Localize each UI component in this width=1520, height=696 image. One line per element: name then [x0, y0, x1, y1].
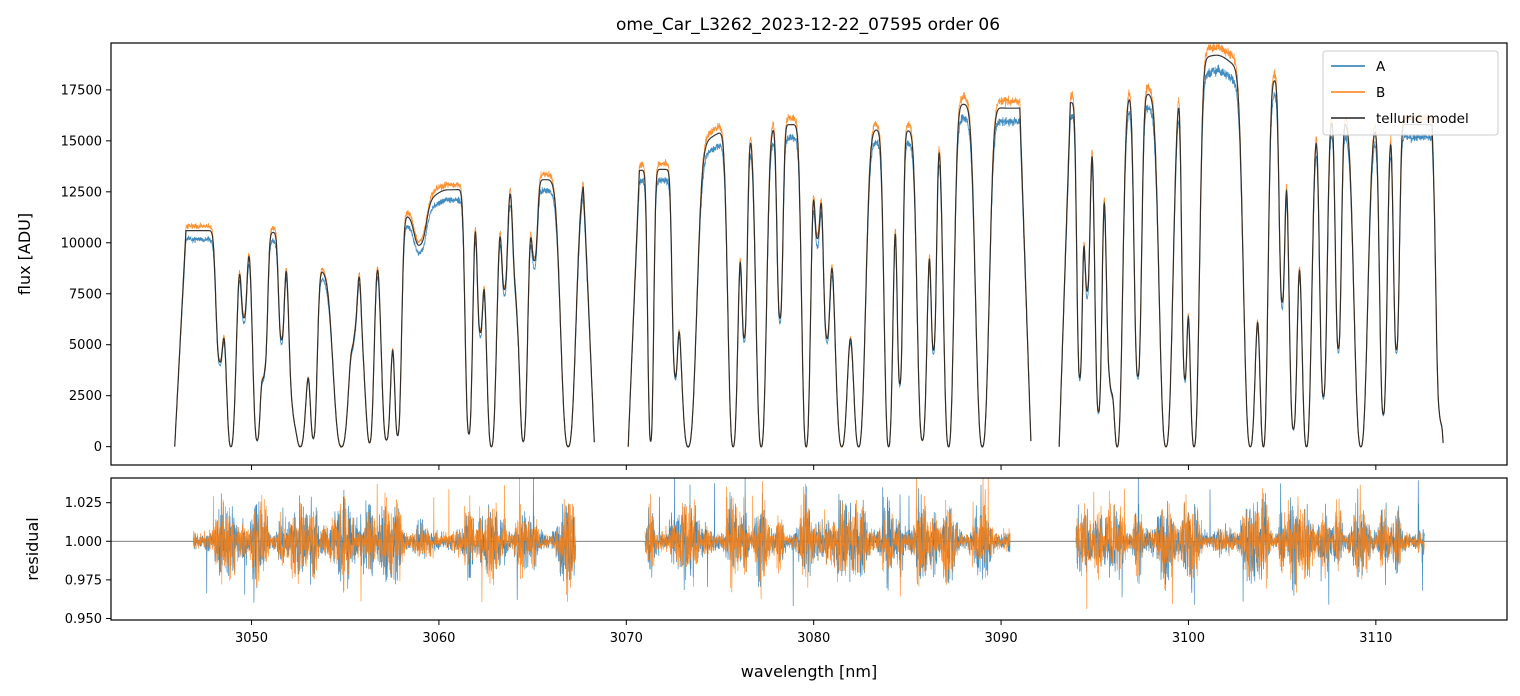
top-y-tick-label: 0 [94, 440, 102, 455]
top-y-tick-label: 12500 [61, 185, 102, 200]
top-y-tick-label: 2500 [69, 389, 102, 404]
top-axes-frame [110, 42, 1508, 466]
bottom-x-tick-label: 3090 [985, 631, 1018, 646]
bottom-y-tick-label: 0.975 [65, 573, 102, 588]
bottom-x-tick-label: 3050 [235, 631, 268, 646]
x-axis-label: wavelength [nm] [741, 662, 878, 681]
bottom-x-tick-label: 3110 [1359, 631, 1392, 646]
legend: A B telluric model [1322, 50, 1499, 136]
top-y-axis: 0 2500 5000 7500 10000 12500 15000 17500 [61, 83, 111, 455]
legend-label-telluric-model: telluric model [1376, 111, 1469, 127]
legend-label-b: B [1376, 85, 1385, 101]
residual-b-segment-3 [1075, 484, 1425, 610]
residual-b-segment-1 [193, 478, 576, 603]
bottom-y-tick-label: 1.000 [65, 535, 102, 550]
top-x-axis [251, 465, 1377, 470]
bottom-x-axis: 3050 3060 3070 3080 3090 3100 3110 [235, 620, 1392, 646]
series-a-segment-2 [627, 114, 1032, 449]
bottom-y-axis-label: residual [23, 517, 42, 580]
bottom-plot-area [111, 478, 1507, 610]
bottom-y-axis: 0.950 0.975 1.000 1.025 [65, 496, 111, 627]
legend-label-a: A [1376, 59, 1386, 75]
top-y-tick-label: 15000 [61, 134, 102, 149]
bottom-axes-frame [110, 477, 1508, 621]
top-plot-area [174, 43, 1444, 449]
bottom-y-tick-label: 0.950 [65, 612, 102, 627]
bottom-y-tick-label: 1.025 [65, 496, 102, 511]
top-panel: 0 2500 5000 7500 10000 12500 15000 17500 flux [… [15, 42, 1508, 470]
top-y-tick-label: 5000 [69, 338, 102, 353]
bottom-x-tick-label: 3080 [797, 631, 830, 646]
top-y-tick-label: 10000 [61, 236, 102, 251]
legend-box [1322, 50, 1499, 136]
top-y-axis-label: flux [ADU] [15, 213, 34, 295]
top-y-tick-label: 17500 [61, 83, 102, 98]
series-telluric-model-segment-3 [1058, 54, 1444, 448]
chart-title: ome_Car_L3262_2023-12-22_07595 order 06 [616, 15, 1000, 35]
series-telluric-model-segment-1 [174, 179, 595, 448]
residual-a-segment-3 [1075, 478, 1425, 605]
residual-b-segment-2 [644, 478, 1011, 599]
bottom-x-tick-label: 3070 [610, 631, 643, 646]
bottom-x-tick-label: 3100 [1172, 631, 1205, 646]
bottom-panel: 0.950 0.975 1.000 1.025 3050 3060 3070 3080 309… [23, 477, 1508, 681]
series-telluric-model-segment-2 [627, 103, 1032, 448]
bottom-x-tick-label: 3060 [422, 631, 455, 646]
top-y-tick-label: 7500 [69, 287, 102, 302]
